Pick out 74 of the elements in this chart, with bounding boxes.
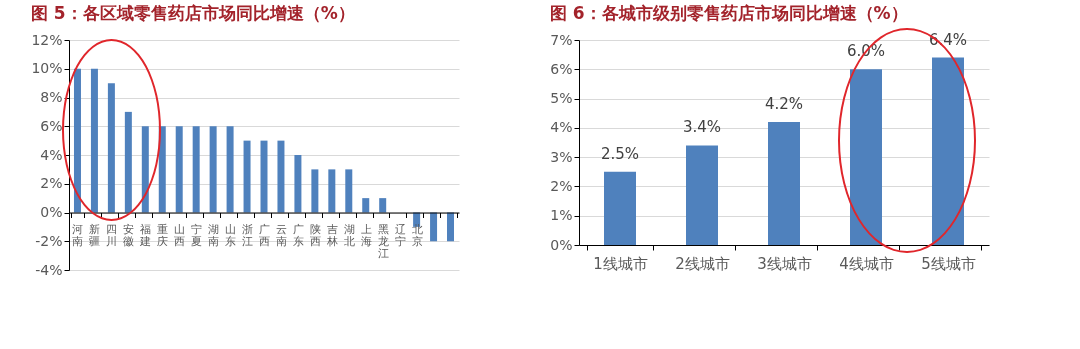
y-tick-label: 0%	[40, 204, 63, 220]
x-tick-label: 3线城市	[757, 254, 812, 273]
bar	[192, 126, 200, 213]
x-tick-label: 云南	[275, 223, 287, 248]
y-tick-label: 4%	[550, 119, 573, 136]
bar	[328, 169, 336, 213]
bar	[686, 145, 718, 245]
bar	[175, 126, 183, 213]
y-tick-label: 6%	[550, 60, 573, 77]
bar	[209, 126, 217, 213]
x-tick-label: 黑龙江	[377, 223, 389, 260]
x-tick-label: 广东	[292, 223, 304, 248]
x-tick-label: 浙江	[242, 223, 254, 248]
y-tick-label: 12%	[31, 31, 63, 48]
x-tick-label: 河南	[72, 223, 84, 248]
bar	[345, 169, 353, 213]
data-label: 2.5%	[600, 144, 640, 163]
x-tick-label: 5线城市	[921, 254, 976, 273]
y-tick-label: 1%	[550, 207, 573, 224]
data-label: 3.4%	[682, 118, 722, 137]
x-tick-label: 吉林	[325, 223, 338, 248]
bar	[379, 198, 387, 213]
bar	[73, 68, 81, 213]
y-tick-label: 7%	[550, 31, 573, 48]
y-tick-label: 4%	[40, 146, 63, 163]
bar	[260, 140, 268, 213]
x-tick-label: 安徽	[123, 223, 135, 248]
x-tick-label: 上海	[360, 223, 372, 248]
chart-title: 图 6：各城市级别零售药店市场同比增速（%）	[549, 2, 908, 23]
bar	[243, 140, 251, 213]
x-tick-label: 福建	[139, 223, 152, 248]
bar	[430, 212, 438, 242]
chart-title: 图 5：各区域零售药店市场同比增速（%）	[30, 3, 355, 23]
bar	[932, 57, 964, 245]
bar	[447, 212, 455, 242]
y-tick-label: 6%	[40, 117, 63, 134]
x-tick-label: 湖北	[343, 223, 355, 248]
x-tick-label: 四川	[106, 223, 118, 248]
x-tick-label: 新疆	[89, 223, 101, 248]
x-tick-label: 山东	[225, 223, 237, 248]
x-tick-label: 陕西	[309, 223, 321, 248]
bar	[226, 126, 234, 213]
bar	[277, 140, 285, 213]
y-tick-label: 0%	[550, 236, 573, 253]
bar	[141, 126, 149, 213]
y-tick-label: 8%	[40, 89, 63, 105]
y-tick-label: 3%	[550, 148, 573, 165]
x-tick-label: 重庆	[157, 223, 169, 248]
x-tick-label: 宁夏	[191, 223, 203, 248]
x-tick-label: 湖南	[208, 223, 220, 248]
y-tick-label: 5%	[550, 90, 573, 107]
x-tick-label: 4线城市	[839, 254, 894, 273]
x-tick-label: 辽宁	[394, 223, 406, 248]
data-label: 4.2%	[764, 95, 804, 113]
y-tick-label: 10%	[31, 60, 63, 77]
y-tick-label: 2%	[550, 177, 573, 194]
x-tick-label: 1线城市	[593, 254, 648, 273]
x-tick-label: 山西	[174, 223, 186, 248]
y-tick-label: 2%	[40, 175, 63, 192]
bar	[90, 68, 98, 213]
bar	[604, 171, 636, 245]
x-tick-label: 北京	[411, 223, 423, 248]
bar	[850, 69, 882, 245]
bar	[768, 122, 800, 245]
bar	[311, 169, 319, 213]
x-tick-label: 2线城市	[675, 254, 730, 273]
y-tick-label: -2%	[35, 232, 63, 249]
x-tick-label: 广西	[259, 223, 270, 248]
bar	[107, 83, 115, 213]
bar	[294, 155, 302, 213]
bar	[124, 111, 132, 213]
bar	[362, 198, 370, 213]
y-tick-label: -4%	[35, 261, 63, 278]
bar	[158, 126, 166, 213]
